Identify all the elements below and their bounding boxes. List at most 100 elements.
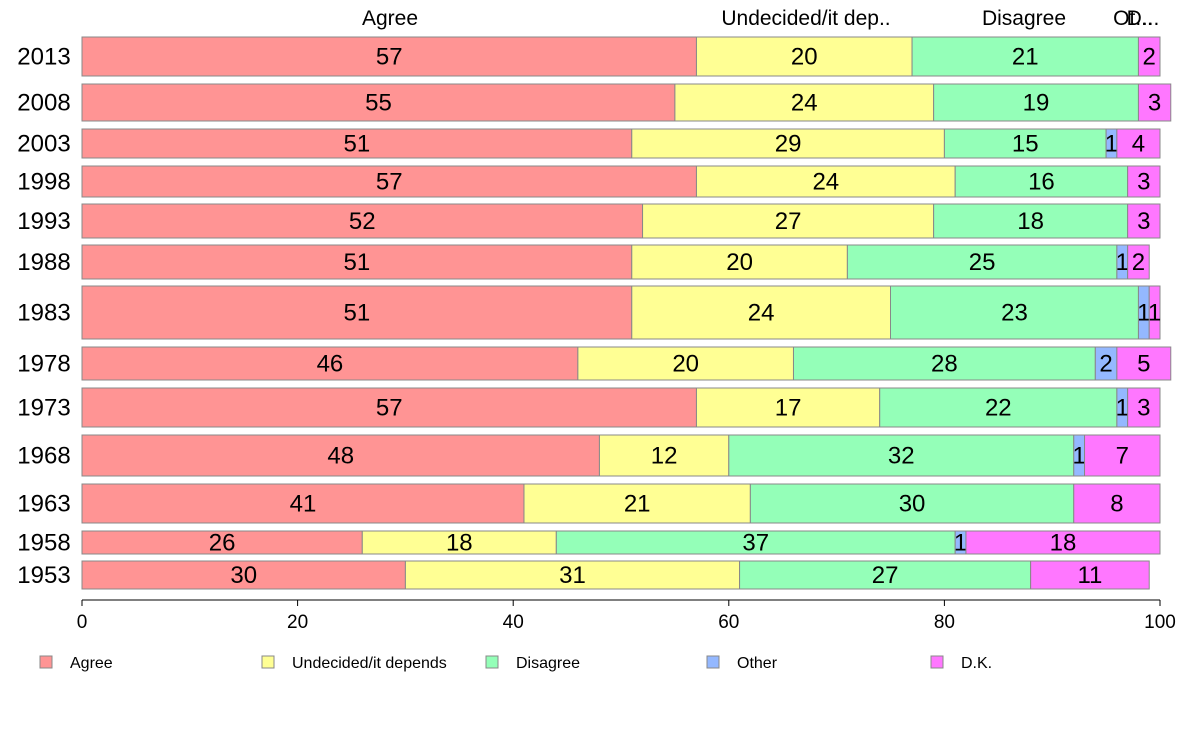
data-label-1983-d-k-: 1	[1148, 300, 1161, 327]
data-label-1968-undecided-it-depends: 12	[651, 443, 678, 470]
data-label-1958-agree: 26	[209, 530, 236, 557]
data-label-1973-agree: 57	[376, 395, 403, 422]
data-label-1983-other: 1	[1137, 300, 1150, 327]
bar-1968-undecided-it-depends	[598, 434, 730, 477]
bar-2008-agree	[81, 83, 676, 122]
data-label-1988-agree: 51	[344, 249, 371, 276]
data-label-1953-undecided-it-depends: 31	[559, 562, 586, 589]
data-label-1973-disagree: 22	[985, 395, 1012, 422]
bar-1978-d-k-	[1116, 346, 1172, 381]
data-label-1983-disagree: 23	[1001, 300, 1028, 327]
bar-1993-d-k-	[1127, 203, 1161, 239]
category-label-1953: 1953	[17, 562, 70, 589]
data-label-1953-disagree: 27	[872, 562, 899, 589]
bar-1993-agree	[81, 203, 644, 239]
data-label-1963-agree: 41	[290, 491, 317, 518]
category-label-1983: 1983	[17, 300, 70, 327]
data-label-1968-other: 1	[1072, 443, 1085, 470]
data-label-1963-d-k-: 8	[1110, 491, 1123, 518]
bar-1968-d-k-	[1084, 434, 1161, 477]
data-label-1973-undecided-it-depends: 17	[775, 395, 802, 422]
bar-1953-agree	[81, 560, 406, 590]
category-label-1988: 1988	[17, 249, 70, 276]
category-label-1978: 1978	[17, 351, 70, 378]
bar-1963-d-k-	[1073, 483, 1161, 524]
bar-1983-d-k-	[1148, 285, 1161, 340]
bar-1958-d-k-	[965, 530, 1161, 555]
column-header-5: D...	[1127, 7, 1160, 30]
column-header-1: Agree	[362, 7, 418, 30]
x-tick-label-60: 60	[718, 612, 739, 633]
category-label-1993: 1993	[17, 208, 70, 235]
bar-1978-disagree	[792, 346, 1096, 381]
data-label-1993-d-k-: 3	[1137, 208, 1150, 235]
bar-2003-d-k-	[1116, 128, 1161, 159]
data-label-1973-other: 1	[1116, 395, 1129, 422]
x-tick-label-100: 100	[1144, 612, 1176, 633]
data-label-2008-agree: 55	[365, 90, 392, 117]
data-label-1958-undecided-it-depends: 18	[446, 530, 473, 557]
bar-1983-disagree	[890, 285, 1139, 340]
category-label-2013: 2013	[17, 44, 70, 71]
data-label-2008-undecided-it-depends: 24	[791, 90, 818, 117]
bar-1973-d-k-	[1127, 387, 1161, 428]
bar-1988-undecided-it-depends	[631, 244, 848, 280]
bar-1983-undecided-it-depends	[631, 285, 892, 340]
bar-1998-undecided-it-depends	[695, 165, 956, 198]
bar-1988-d-k-	[1127, 244, 1150, 280]
data-label-1958-disagree: 37	[742, 530, 769, 557]
bar-1963-disagree	[749, 483, 1075, 524]
data-label-1978-disagree: 28	[931, 351, 958, 378]
data-label-1983-undecided-it-depends: 24	[748, 300, 775, 327]
bar-1968-agree	[81, 434, 600, 477]
x-tick-label-20: 20	[287, 612, 308, 633]
data-label-1963-disagree: 30	[899, 491, 926, 518]
bar-1998-disagree	[954, 165, 1129, 198]
bar-1988-disagree	[846, 244, 1118, 280]
data-label-1968-agree: 48	[327, 443, 354, 470]
bar-1953-undecided-it-depends	[404, 560, 741, 590]
bar-2003-disagree	[943, 128, 1107, 159]
column-header-3: Disagree	[982, 7, 1066, 30]
data-label-2013-undecided-it-depends: 20	[791, 44, 818, 71]
data-label-1953-agree: 30	[230, 562, 257, 589]
bar-1968-disagree	[728, 434, 1075, 477]
data-label-1993-undecided-it-depends: 27	[775, 208, 802, 235]
bar-1973-agree	[81, 387, 697, 428]
data-label-2013-d-k-: 2	[1143, 44, 1156, 71]
data-label-1983-agree: 51	[344, 300, 371, 327]
category-label-1968: 1968	[17, 443, 70, 470]
data-label-2008-disagree: 19	[1023, 90, 1050, 117]
legend-label-disagree: Disagree	[516, 655, 580, 672]
bar-2008-disagree	[933, 83, 1139, 122]
data-label-1993-agree: 52	[349, 208, 376, 235]
bar-1998-agree	[81, 165, 697, 198]
category-label-2003: 2003	[17, 131, 70, 158]
data-label-1978-d-k-: 5	[1137, 351, 1150, 378]
data-label-2003-disagree: 15	[1012, 131, 1039, 158]
data-label-1988-undecided-it-depends: 20	[726, 249, 753, 276]
data-label-2003-agree: 51	[344, 131, 371, 158]
bar-2008-undecided-it-depends	[674, 83, 935, 122]
data-label-1998-disagree: 16	[1028, 169, 1055, 196]
bar-2003-agree	[81, 128, 633, 159]
data-label-1973-d-k-: 3	[1137, 395, 1150, 422]
legend-swatch-d-k-	[930, 655, 944, 669]
bar-1953-d-k-	[1030, 560, 1150, 590]
category-label-1973: 1973	[17, 395, 70, 422]
bar-1988-agree	[81, 244, 633, 280]
data-label-2003-d-k-: 4	[1132, 131, 1145, 158]
legend-label-other: Other	[737, 655, 778, 672]
data-label-1963-undecided-it-depends: 21	[624, 491, 651, 518]
legend-swatch-disagree	[485, 655, 499, 669]
bar-1963-undecided-it-depends	[523, 483, 751, 524]
legend-label-d-k-: D.K.	[961, 655, 992, 672]
data-label-1958-other: 1	[954, 530, 967, 557]
legend-swatch-other	[706, 655, 720, 669]
bar-1978-undecided-it-depends	[577, 346, 794, 381]
data-label-1998-d-k-: 3	[1137, 169, 1150, 196]
bar-1973-disagree	[879, 387, 1118, 428]
bar-2013-undecided-it-depends	[695, 36, 913, 77]
bar-1983-agree	[81, 285, 633, 340]
data-label-2013-disagree: 21	[1012, 44, 1039, 71]
